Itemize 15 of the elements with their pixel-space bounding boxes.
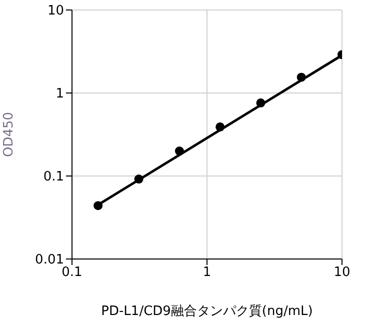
point bbox=[296, 72, 306, 82]
point bbox=[256, 98, 266, 108]
x-axis-title: PD-L1/CD9融合タンパク質(ng/mL) bbox=[101, 304, 313, 319]
y-tick-label: 0.01 bbox=[35, 252, 64, 268]
point bbox=[216, 122, 225, 132]
y-tick-label: 1 bbox=[56, 86, 64, 102]
point bbox=[94, 201, 103, 210]
x-tick-label: 1 bbox=[202, 265, 212, 280]
y-tick-label: 0.1 bbox=[43, 170, 64, 185]
y-axis-title: OD450 bbox=[2, 112, 17, 158]
point bbox=[134, 174, 144, 184]
y-tick-label: 10 bbox=[47, 4, 64, 19]
x-tick-label: 10 bbox=[334, 265, 350, 280]
x-tick-label: 0.1 bbox=[62, 265, 82, 280]
point bbox=[174, 146, 184, 156]
